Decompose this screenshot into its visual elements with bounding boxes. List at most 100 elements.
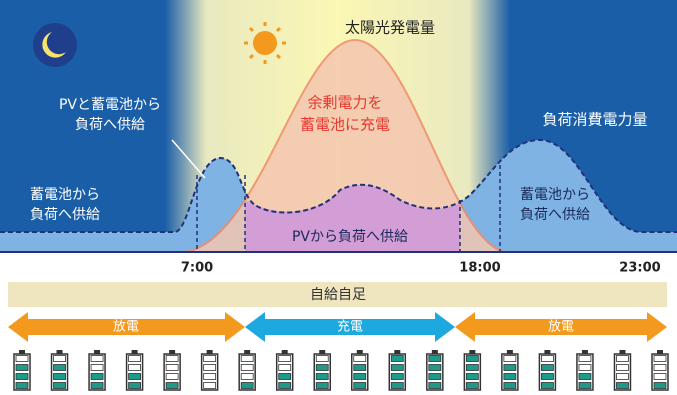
battery-cell [503,355,517,362]
battery-cell [240,355,254,362]
battery-cell [128,355,141,362]
time-label: 7:00 [181,261,213,276]
night-right-label: 負荷へ供給 [520,207,590,223]
battery-cell [240,373,254,380]
battery-cell [428,364,442,371]
battery-cell [503,373,517,380]
battery-cell [128,382,141,389]
battery-cell [353,382,367,389]
dividers [196,165,501,252]
self-sufficiency-bar [8,282,667,307]
pv-to-load-label: PVから負荷へ供給 [292,229,408,245]
battery-cell [90,382,104,389]
battery-cell [315,382,329,389]
battery-cap [657,350,663,354]
battery-cell [278,355,292,362]
callout-line [171,139,206,179]
battery-cell [465,364,479,371]
battery [651,353,669,391]
battery [351,353,369,391]
night-left-label: 蓄電池から [30,187,100,203]
battery-cell [315,355,329,362]
battery-cell [616,364,629,371]
surplus-label: 蓄電池に充電 [300,116,390,134]
battery-cell [390,373,404,380]
battery-cap [506,350,513,354]
morning-label: 負荷へ供給 [75,117,145,133]
battery-cell [616,373,629,380]
battery-cell [278,373,292,380]
battery-cell [90,355,104,362]
morning-label: PVと蓄電池から [59,97,161,113]
battery-cell [53,382,66,389]
night-right-label: 蓄電池から [520,187,590,203]
battery-cell [15,355,29,362]
battery-cell [165,355,179,362]
battery-cell [428,373,442,380]
battery-cap [206,350,213,354]
arrow-label: 放電 [113,320,139,335]
arrow-label: 充電 [337,319,363,335]
sun-icon [253,31,277,55]
battery-cell [653,355,667,362]
battery [501,353,519,391]
battery-cell [203,355,217,362]
battery [576,353,594,391]
battery-cell [653,364,667,371]
battery [125,353,144,391]
battery-cell [578,364,592,371]
battery-cap [169,350,176,354]
charge-arrow [245,312,455,342]
battery-cap [619,350,626,354]
moon-icon [33,23,77,67]
battery-cell [653,382,667,389]
battery-cell [541,382,554,389]
battery-cell [203,373,217,380]
battery-cell [128,373,141,380]
battery-cap [131,350,138,354]
battery [538,353,557,391]
battery [163,353,181,391]
battery-cell [353,373,367,380]
battery-cell [278,382,292,389]
battery [463,353,482,391]
time-label: 23:00 [619,261,660,276]
battery-cell [465,373,479,380]
battery-cell [315,364,329,371]
battery-cell [465,382,479,389]
battery-cell [240,364,254,371]
battery-cap [56,350,63,354]
battery-cell [503,364,517,371]
battery-cell [541,373,554,380]
sun-rays [244,22,286,64]
moon [42,32,66,58]
battery-cell [353,364,367,371]
load-curve [0,138,677,233]
battery [50,353,69,391]
battery-cell [128,364,141,371]
battery [88,353,106,391]
battery-cell [90,373,104,380]
battery-cell [541,364,554,371]
battery-cell [503,382,517,389]
battery-cell [53,355,66,362]
battery-cap [244,350,251,354]
battery-cell [278,364,292,371]
battery-cell [390,355,404,362]
battery-cell [653,373,667,380]
battery [275,353,294,391]
battery-cap [356,350,363,354]
battery-cell [165,373,179,380]
battery [426,353,444,391]
battery [238,353,256,391]
battery-cell [203,382,217,389]
battery-cell [578,373,592,380]
battery-cap [469,350,476,354]
battery [13,353,31,391]
battery [613,353,632,391]
battery-cell [315,373,329,380]
battery [313,353,331,391]
battery-cell [15,382,29,389]
battery-cell [203,364,217,371]
